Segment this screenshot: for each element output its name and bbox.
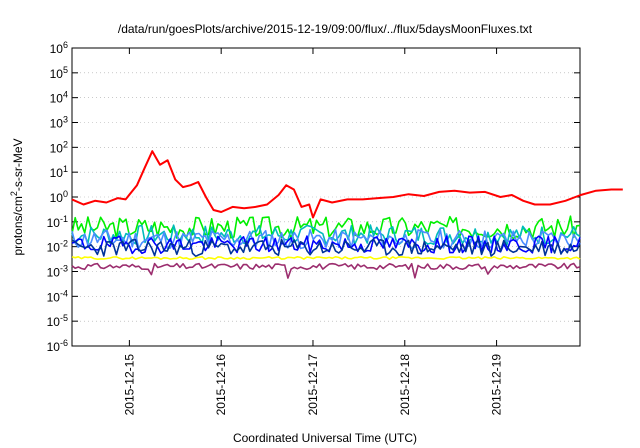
x-tick-label: 2015-12-16 — [214, 354, 228, 416]
y-tick-label: 105 — [50, 65, 68, 81]
x-tick-label: 2015-12-15 — [122, 354, 136, 416]
y-axis-title-rest: -s-sr-MeV — [11, 138, 25, 191]
x-tick-label: 2015-12-18 — [398, 354, 412, 416]
series-lines — [71, 150, 623, 279]
y-tick-label: 106 — [50, 40, 68, 56]
x-axis-ticks: 2015-12-15 2015-12-16 2015-12-17 2015-12-18… — [122, 48, 504, 416]
chart-title: /data/run/goesPlots/archive/2015-12-19/0… — [118, 22, 533, 36]
y-tick-label: 104 — [50, 90, 68, 106]
series-line-2 — [71, 215, 581, 240]
y-tick-label: 10-3 — [47, 264, 68, 280]
y-tick-label: 103 — [50, 115, 68, 131]
x-tick-label: 2015-12-19 — [490, 354, 504, 416]
y-axis-ticks: 10-6 10-5 10-4 10-3 10-2 10-1 100 101 102 103 104 1… — [47, 40, 580, 354]
y-axis-title-exponent: 2 — [9, 191, 19, 196]
series-line-6 — [71, 238, 581, 258]
series-line-8 — [71, 262, 581, 279]
y-tick-label: 100 — [50, 189, 68, 205]
y-axis-title: protons/cm2-s-sr-MeV — [9, 138, 25, 255]
y-tick-label: 10-5 — [47, 313, 68, 329]
y-tick-label: 10-4 — [47, 288, 68, 304]
y-axis-title-base: protons/cm — [11, 196, 25, 255]
y-tick-label: 101 — [50, 164, 68, 180]
x-tick-label: 2015-12-17 — [306, 354, 320, 416]
y-tick-label: 102 — [50, 139, 68, 155]
y-tick-label: 10-1 — [47, 214, 68, 230]
series-line-7 — [71, 255, 581, 261]
y-tick-label: 10-2 — [47, 239, 68, 255]
series-line-4 — [71, 228, 581, 250]
plot-area: 10-6 10-5 10-4 10-3 10-2 10-1 100 101 102 103 104 1… — [47, 40, 623, 415]
x-axis-title: Coordinated Universal Time (UTC) — [233, 431, 417, 445]
y-tick-label: 10-6 — [47, 338, 68, 354]
series-line-1 — [71, 150, 623, 219]
